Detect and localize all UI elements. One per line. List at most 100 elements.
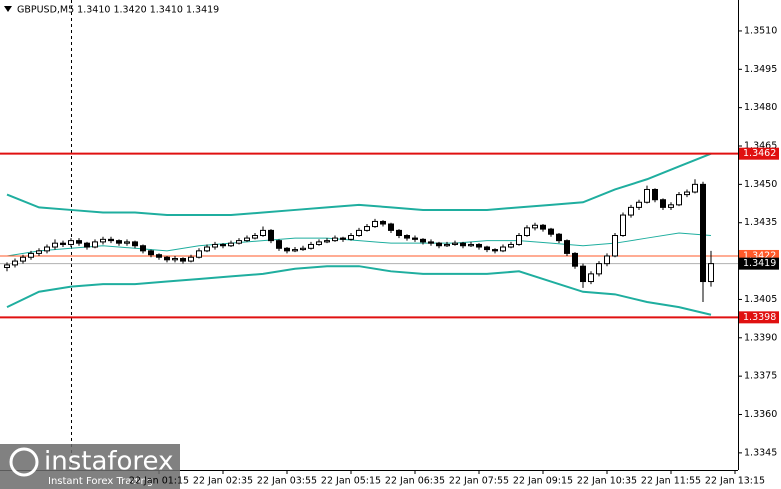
- candle-body: [636, 201, 642, 208]
- candle-body: [156, 254, 162, 258]
- candle-body: [244, 237, 250, 242]
- candle-body: [340, 237, 346, 240]
- candle-body: [548, 228, 554, 235]
- candle-body: [532, 224, 538, 229]
- candle-body: [508, 243, 514, 248]
- candle-body: [492, 249, 498, 252]
- x-tick-label: 22 Jan 10:35: [577, 476, 637, 487]
- candle-body: [412, 237, 418, 240]
- candle-body: [460, 242, 466, 247]
- x-tick-label: 22 Jan 01:15: [129, 476, 189, 487]
- candle-body: [452, 242, 458, 245]
- y-tick-label: 1.3450: [744, 179, 777, 190]
- candle-body: [84, 242, 90, 248]
- candle-body: [420, 238, 426, 243]
- candle-body: [612, 235, 618, 257]
- candle-body: [396, 229, 402, 237]
- candle-body: [76, 240, 82, 244]
- candle-body: [36, 250, 42, 254]
- logo-icon: [9, 447, 39, 477]
- candle-body: [652, 188, 658, 201]
- candle-body: [700, 183, 706, 283]
- candle-body: [188, 256, 194, 262]
- candle-body: [204, 246, 210, 252]
- x-tick-label: 22 Jan 09:15: [513, 476, 573, 487]
- price-label: 1.3422: [743, 250, 776, 261]
- candle-body: [44, 246, 50, 252]
- price-label: 1.3462: [743, 148, 776, 159]
- logo-tagline: Instant Forex Trading: [48, 476, 153, 487]
- candle-body: [484, 246, 490, 251]
- y-tick-label: 1.3510: [744, 25, 777, 36]
- candle-body: [100, 238, 106, 243]
- candle-body: [300, 247, 306, 251]
- candle-body: [540, 224, 546, 230]
- candle-body: [292, 249, 298, 252]
- candle-body: [588, 273, 594, 283]
- price-label-box: [739, 147, 779, 160]
- candle-body: [500, 246, 506, 252]
- candle-body: [28, 252, 34, 258]
- candle-body: [228, 242, 234, 247]
- candle-body: [20, 256, 26, 262]
- candle-body: [428, 241, 434, 244]
- candle-body: [60, 242, 66, 245]
- x-tick-label: 22 Jan 13:15: [705, 476, 765, 487]
- price-label-box: [739, 257, 779, 270]
- candle-body: [268, 229, 274, 242]
- candle-body: [372, 220, 378, 228]
- candle-body: [132, 241, 138, 247]
- candle-body: [148, 250, 154, 256]
- candle-body: [668, 204, 674, 208]
- candle-body: [356, 229, 362, 237]
- bollinger-upper: [6, 152, 712, 217]
- candle-body: [140, 245, 146, 252]
- candle-body: [52, 242, 58, 248]
- y-tick-label: 1.3375: [744, 371, 777, 382]
- x-tick-label: 22 Jan 07:55: [449, 476, 509, 487]
- symbol-header: GBPUSD,M5 1.3410 1.3420 1.3410 1.3419: [17, 5, 219, 16]
- y-tick-label: 1.3405: [744, 294, 777, 305]
- candle-body: [92, 241, 98, 248]
- candle-body: [524, 227, 530, 237]
- candle-body: [124, 241, 130, 244]
- candle-body: [212, 243, 218, 248]
- y-tick-label: 1.3360: [744, 409, 777, 420]
- candle-body: [380, 220, 386, 225]
- candle-body: [116, 240, 122, 244]
- candle-body: [196, 250, 202, 258]
- x-tick-label: 22 Jan 05:15: [321, 476, 381, 487]
- candle-body: [348, 235, 354, 240]
- candle-body: [604, 255, 610, 265]
- candle-body: [620, 214, 626, 237]
- candle-body: [332, 237, 338, 242]
- x-tick-label: 22 Jan 06:35: [385, 476, 445, 487]
- price-label-box: [739, 311, 779, 324]
- candle-body: [580, 265, 586, 283]
- y-tick-label: 1.3435: [744, 217, 777, 228]
- plot-area: [0, 30, 742, 474]
- logo-brand: instaforex: [44, 447, 173, 477]
- candle-body: [564, 240, 570, 254]
- y-tick-label: 1.3495: [744, 64, 777, 75]
- x-tick-label: 22 Jan 03:55: [257, 476, 317, 487]
- candle-body: [692, 183, 698, 193]
- candle-body: [364, 226, 370, 231]
- candle-body: [676, 194, 682, 206]
- candle-body: [436, 242, 442, 247]
- candle-body: [4, 264, 10, 268]
- candle-body: [172, 258, 178, 261]
- candle-body: [236, 240, 242, 244]
- y-tick-label: 1.3345: [744, 447, 777, 458]
- candle-body: [284, 247, 290, 252]
- candle-body: [468, 243, 474, 247]
- candle-body: [276, 240, 282, 249]
- price-label: 1.3419: [743, 258, 776, 269]
- y-tick-label: 1.3480: [744, 102, 777, 113]
- y-tick-label: 1.3465: [744, 141, 777, 152]
- candle-body: [572, 252, 578, 267]
- menu-triangle[interactable]: [4, 6, 12, 12]
- candle-body: [628, 206, 634, 216]
- candle-body: [252, 235, 258, 239]
- candle-body: [516, 235, 522, 245]
